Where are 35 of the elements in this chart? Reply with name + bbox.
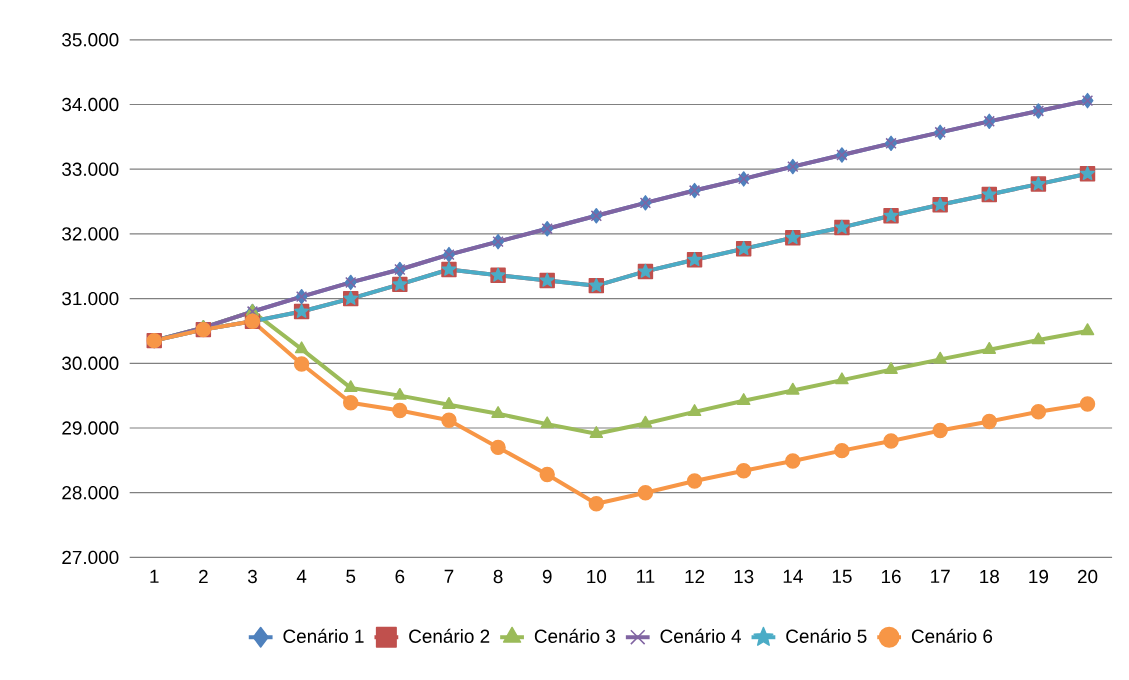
y-tick-label: 35.000	[62, 33, 119, 47]
y-tick-label: 29.000	[62, 421, 119, 435]
x-tick-label: 18	[980, 569, 999, 584]
x-tick-label: 7	[444, 569, 454, 583]
legend-label: Cenário 3	[534, 628, 616, 644]
x-tick-label: 12	[685, 569, 705, 584]
y-tick-label: 30.000	[62, 356, 119, 371]
x-tick-label: 11	[637, 569, 655, 583]
x-tick-label: 10	[587, 569, 607, 584]
x-tick-label: 6	[395, 569, 405, 584]
legend-label: Cenário 1	[283, 628, 364, 644]
y-tick-label: 31.000	[62, 291, 119, 306]
y-tick-label: 32.000	[62, 227, 119, 241]
x-tick-label: 2	[199, 569, 208, 584]
x-tick-label: 8	[493, 569, 503, 584]
x-tick-label: 9	[542, 569, 552, 584]
y-tick-label: 34.000	[62, 97, 119, 112]
y-tick-label: 27.000	[62, 550, 119, 565]
x-tick-label: 19	[1029, 569, 1049, 584]
legend-label: Cenário 6	[911, 628, 993, 644]
x-tick-label: 16	[881, 569, 901, 584]
x-tick-label: 15	[832, 569, 852, 584]
x-tick-label: 3	[247, 569, 257, 584]
x-tick-label: 17	[931, 569, 950, 583]
x-tick-label: 4	[296, 569, 307, 583]
x-tick-label: 1	[150, 569, 159, 583]
y-tick-label: 33.000	[62, 162, 119, 176]
legend-label: Cenário 5	[786, 628, 867, 644]
x-tick-label: 5	[346, 569, 356, 584]
x-tick-label: 14	[783, 569, 803, 583]
legend-label: Cenário 2	[409, 628, 490, 644]
x-tick-label: 13	[734, 569, 754, 584]
x-tick-label: 20	[1077, 569, 1098, 584]
legend-label: Cenário 4	[660, 628, 741, 644]
y-tick-label: 28.000	[62, 486, 119, 500]
